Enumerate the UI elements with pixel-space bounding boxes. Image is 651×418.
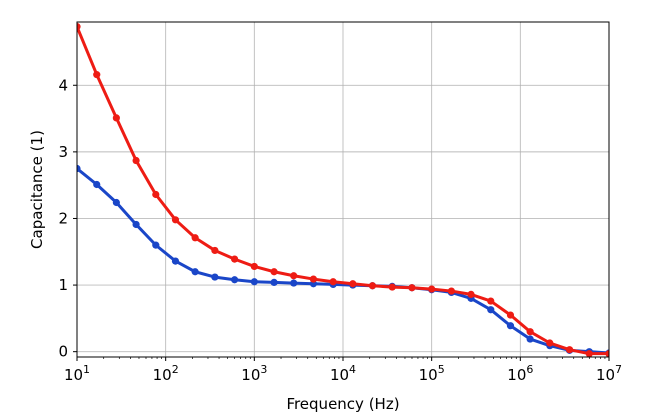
grid <box>77 22 609 357</box>
data-point <box>93 71 101 79</box>
x-tick-labels: 101 102 103 104 105 106 107 <box>64 363 622 384</box>
x-tick-label: 104 <box>330 363 356 384</box>
data-point <box>428 285 436 293</box>
data-point <box>191 234 199 242</box>
x-tick-base: 10 <box>596 366 615 384</box>
data-point <box>250 278 258 286</box>
data-point <box>230 255 239 263</box>
data-point <box>230 276 239 284</box>
data-point <box>526 328 534 336</box>
data-point <box>171 216 180 224</box>
y-tick-label: 3 <box>58 143 68 161</box>
data-point <box>211 273 219 281</box>
data-point <box>152 241 160 249</box>
series-1 <box>77 23 609 357</box>
data-point <box>211 246 219 255</box>
series-line <box>77 167 609 355</box>
data-point <box>487 306 495 314</box>
data-point <box>329 278 337 286</box>
data-point <box>112 114 120 122</box>
data-point <box>152 190 160 199</box>
data-point <box>487 297 495 305</box>
x-tick-base: 10 <box>330 366 349 384</box>
x-tick-base: 10 <box>153 366 172 384</box>
x-tick-exponent: 4 <box>349 363 356 376</box>
data-point <box>388 283 396 291</box>
data-point <box>132 156 140 165</box>
y-tick-label: 4 <box>58 76 68 94</box>
x-tick-base: 10 <box>64 366 83 384</box>
y-axis-label: Capacitance (1) <box>28 130 46 249</box>
data-point <box>191 268 199 276</box>
data-point <box>605 350 609 357</box>
x-tick-exponent: 3 <box>260 363 267 376</box>
x-tick-exponent: 7 <box>615 363 622 376</box>
data-point <box>546 339 554 347</box>
x-tick-label: 105 <box>419 363 445 384</box>
y-tick-label: 2 <box>58 209 68 227</box>
data-point <box>467 290 475 298</box>
data-point <box>585 350 593 357</box>
x-tick-exponent: 6 <box>526 363 533 376</box>
series-line <box>77 26 609 356</box>
data-point <box>290 279 298 287</box>
y-tick-labels: 0 1 2 3 4 <box>58 76 68 360</box>
series-layer <box>77 23 609 357</box>
data-point <box>565 346 574 354</box>
data-point <box>506 322 515 330</box>
data-point <box>270 268 278 276</box>
data-point <box>309 275 318 283</box>
data-point <box>112 198 120 207</box>
data-point <box>250 262 258 271</box>
data-point <box>349 280 357 288</box>
x-tick-exponent: 1 <box>83 363 90 376</box>
data-point <box>77 164 81 173</box>
x-tick-label: 103 <box>241 363 267 384</box>
data-point <box>506 311 515 319</box>
x-tick-exponent: 2 <box>172 363 179 376</box>
data-point <box>408 284 416 292</box>
data-point <box>77 23 81 31</box>
y-tick-label: 0 <box>58 343 68 361</box>
data-point <box>447 287 456 295</box>
data-point <box>526 335 534 343</box>
x-tick-exponent: 5 <box>438 363 445 376</box>
tick-marks <box>73 84 610 361</box>
data-point <box>368 282 377 290</box>
data-point <box>93 180 101 189</box>
x-tick-base: 10 <box>507 366 526 384</box>
data-point <box>270 278 278 287</box>
x-tick-base: 10 <box>419 366 438 384</box>
y-tick-label: 1 <box>58 276 68 294</box>
x-tick-label: 106 <box>507 363 533 384</box>
data-point <box>290 272 298 280</box>
x-tick-label: 102 <box>153 363 179 384</box>
data-point <box>171 257 180 265</box>
x-tick-base: 10 <box>241 366 260 384</box>
x-tick-label: 107 <box>596 363 622 384</box>
data-point <box>132 220 140 229</box>
x-axis-label: Frequency (Hz) <box>286 395 399 413</box>
x-tick-label: 101 <box>64 363 90 384</box>
